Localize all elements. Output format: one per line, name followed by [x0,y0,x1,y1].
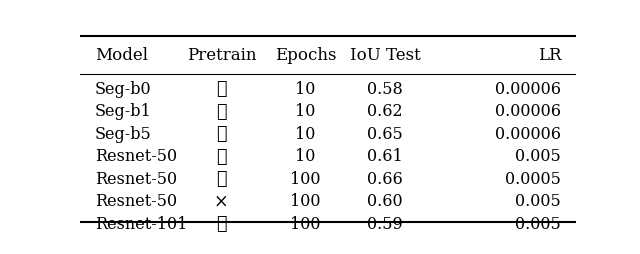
Text: 0.61: 0.61 [367,148,403,165]
Text: 10: 10 [296,148,316,165]
Text: 0.005: 0.005 [515,148,561,165]
Text: 10: 10 [296,126,316,143]
Text: ✓: ✓ [216,215,227,233]
Text: IoU Test: IoU Test [349,47,420,65]
Text: Pretrain: Pretrain [187,47,256,65]
Text: 100: 100 [291,216,321,233]
Text: 100: 100 [291,193,321,210]
Text: Resnet-50: Resnet-50 [95,193,177,210]
Text: 0.60: 0.60 [367,193,403,210]
Text: 100: 100 [291,171,321,188]
Text: ✓: ✓ [216,125,227,143]
Text: 0.005: 0.005 [515,193,561,210]
Text: Epochs: Epochs [275,47,337,65]
Text: 0.00006: 0.00006 [495,126,561,143]
Text: 0.58: 0.58 [367,81,403,98]
Text: 0.62: 0.62 [367,103,403,120]
Text: Seg-b1: Seg-b1 [95,103,152,120]
Text: Seg-b0: Seg-b0 [95,81,152,98]
Text: LR: LR [538,47,561,65]
Text: 0.65: 0.65 [367,126,403,143]
Text: Resnet-101: Resnet-101 [95,216,188,233]
Text: 0.66: 0.66 [367,171,403,188]
Text: 0.59: 0.59 [367,216,403,233]
Text: ✓: ✓ [216,170,227,188]
Text: ×: × [214,193,228,211]
Text: Resnet-50: Resnet-50 [95,148,177,165]
Text: Seg-b5: Seg-b5 [95,126,152,143]
Text: ✓: ✓ [216,148,227,166]
Text: 0.005: 0.005 [515,216,561,233]
Text: ✓: ✓ [216,80,227,98]
Text: Model: Model [95,47,148,65]
Text: Resnet-50: Resnet-50 [95,171,177,188]
Text: 0.00006: 0.00006 [495,103,561,120]
Text: 10: 10 [296,81,316,98]
Text: 0.00006: 0.00006 [495,81,561,98]
Text: ✓: ✓ [216,103,227,121]
Text: 0.0005: 0.0005 [505,171,561,188]
Text: 10: 10 [296,103,316,120]
